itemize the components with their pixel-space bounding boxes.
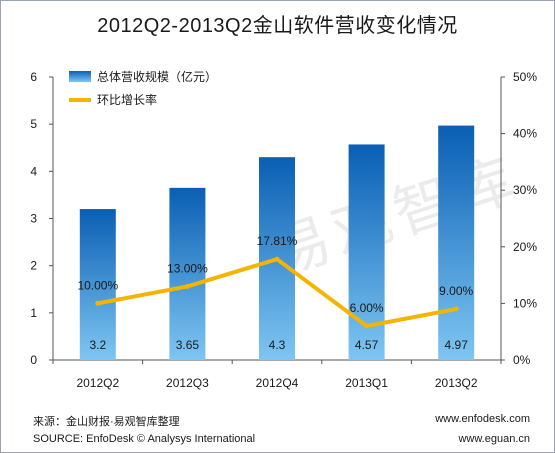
bar (438, 125, 475, 360)
source-en: SOURCE: EnfoDesk © Analysys Internationa… (33, 433, 256, 445)
x-tick-label: 2013Q2 (435, 376, 478, 390)
url-eguan: www.eguan.cn (458, 433, 530, 445)
right-tick-label: 10% (513, 296, 537, 310)
bar-value-label: 4.3 (269, 338, 286, 352)
x-tick-label: 2013Q1 (345, 376, 388, 390)
line-value-label: 10.00% (77, 278, 118, 292)
line-point (274, 256, 280, 262)
line-value-label: 17.81% (257, 234, 298, 248)
left-tick-label: 6 (30, 70, 37, 84)
chart-title: 2012Q2-2013Q2金山软件营收变化情况 (97, 15, 458, 37)
left-tick-label: 3 (30, 212, 37, 226)
line-value-label: 9.00% (439, 284, 473, 298)
legend-bar-label: 总体营收规模（亿元） (97, 69, 217, 84)
right-tick-label: 20% (513, 240, 537, 254)
line-value-label: 13.00% (167, 261, 208, 275)
right-tick-label: 30% (513, 183, 537, 197)
legend-bar-swatch (69, 71, 91, 82)
bar (169, 187, 206, 360)
bar-value-label: 4.97 (445, 338, 469, 352)
line-point (453, 306, 459, 312)
x-tick-label: 2012Q3 (166, 376, 209, 390)
line-point (184, 283, 190, 289)
url-enfodesk: www.enfodesk.com (435, 413, 530, 425)
legend-line-label: 环比增长率 (97, 92, 157, 107)
source-cn: 来源：金山财报·易观智库整理 (33, 416, 180, 428)
x-tick-label: 2012Q2 (76, 376, 119, 390)
bar (79, 209, 116, 360)
right-tick-label: 0% (513, 353, 531, 367)
right-tick-label: 40% (513, 127, 537, 141)
left-tick-label: 5 (30, 117, 37, 131)
left-tick-label: 1 (30, 306, 37, 320)
bar-value-label: 3.2 (89, 338, 106, 352)
bar-value-label: 3.65 (176, 338, 200, 352)
left-tick-label: 0 (30, 353, 37, 367)
line-point (95, 300, 101, 306)
line-value-label: 6.00% (350, 301, 384, 315)
left-tick-label: 2 (30, 259, 37, 273)
line-point (364, 323, 370, 329)
left-tick-label: 4 (30, 164, 37, 178)
bar-value-label: 4.57 (355, 338, 379, 352)
right-tick-label: 50% (513, 70, 537, 84)
x-tick-label: 2012Q4 (256, 376, 299, 390)
